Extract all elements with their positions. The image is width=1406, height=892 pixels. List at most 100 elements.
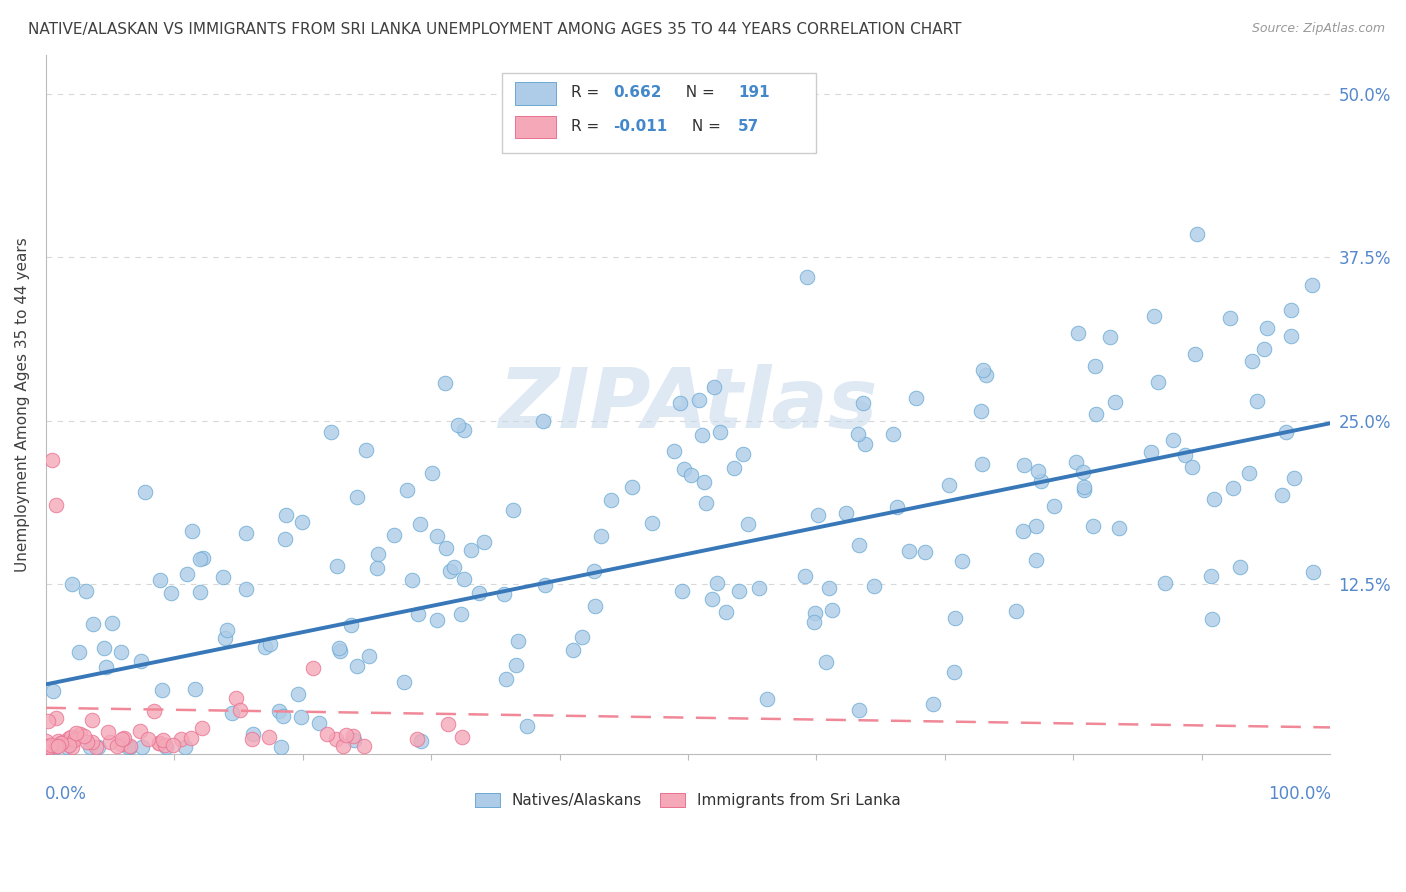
Point (852, 396, 875, 410)
Point (335, 728, 357, 742)
Point (225, 691, 247, 706)
Point (340, 618, 363, 632)
Point (434, 376, 457, 390)
Point (1073, 483, 1095, 497)
Point (914, 545, 936, 559)
Point (76, 734, 98, 748)
Point (84, 739, 107, 754)
Point (1282, 471, 1305, 485)
Point (1012, 458, 1035, 472)
Point (972, 362, 994, 376)
Text: Source: ZipAtlas.com: Source: ZipAtlas.com (1251, 22, 1385, 36)
Point (673, 462, 696, 476)
Point (302, 660, 325, 674)
Point (863, 578, 886, 592)
Point (796, 269, 818, 284)
Point (143, 704, 166, 718)
Point (1067, 326, 1090, 341)
Point (974, 368, 997, 382)
Point (1143, 310, 1166, 324)
Point (886, 500, 908, 514)
Point (342, 733, 364, 747)
Point (395, 483, 418, 497)
Point (131, 739, 153, 754)
Point (60, 730, 83, 744)
Point (583, 564, 606, 578)
Point (359, 648, 381, 663)
Point (67, 645, 90, 659)
Point (82, 617, 104, 632)
Point (495, 672, 517, 686)
Point (73, 729, 96, 743)
Point (815, 655, 838, 669)
FancyBboxPatch shape (515, 116, 555, 138)
Point (63, 731, 86, 745)
Point (1184, 347, 1206, 361)
Point (148, 736, 170, 750)
Point (326, 559, 349, 574)
Point (1073, 480, 1095, 494)
Point (846, 427, 869, 442)
Point (571, 630, 593, 644)
Point (723, 461, 745, 475)
Point (1241, 354, 1264, 368)
Point (44, 739, 66, 754)
Point (48, 733, 70, 747)
Point (211, 570, 233, 584)
Point (269, 705, 291, 719)
Point (451, 730, 474, 744)
Point (1302, 565, 1324, 579)
Point (37, 714, 59, 728)
Point (583, 599, 606, 614)
Point (270, 739, 292, 754)
Point (308, 715, 330, 730)
Point (695, 496, 717, 510)
Point (162, 739, 184, 753)
Point (56, 739, 79, 754)
Point (803, 615, 825, 630)
Point (45, 739, 67, 753)
Point (1104, 395, 1126, 409)
Point (60, 739, 83, 754)
Point (148, 736, 170, 750)
Point (191, 721, 214, 735)
Point (1174, 448, 1197, 462)
Point (943, 611, 966, 625)
Point (42, 683, 65, 698)
Point (807, 508, 830, 522)
Point (882, 426, 904, 441)
Point (1005, 604, 1028, 618)
Point (755, 691, 778, 706)
Point (291, 516, 314, 530)
Point (434, 541, 457, 555)
Point (817, 582, 839, 596)
Text: -0.011: -0.011 (613, 119, 668, 134)
Point (468, 586, 491, 600)
Point (136, 732, 159, 747)
Point (273, 709, 295, 723)
Point (353, 739, 375, 753)
Point (460, 543, 482, 558)
Point (1201, 569, 1223, 583)
Point (180, 731, 202, 745)
Point (328, 640, 350, 655)
Point (1108, 521, 1130, 535)
Point (1071, 465, 1094, 479)
Point (82, 713, 104, 727)
Point (112, 731, 135, 745)
Point (1246, 393, 1268, 408)
Point (160, 586, 183, 600)
Point (290, 710, 312, 724)
Point (63, 733, 86, 747)
Point (342, 729, 364, 743)
Point (437, 717, 460, 731)
Point (45, 711, 67, 725)
Point (93, 640, 115, 655)
Point (48, 739, 70, 754)
Point (681, 467, 703, 482)
Point (970, 458, 993, 472)
Point (235, 526, 257, 541)
Point (803, 607, 825, 621)
Point (737, 516, 759, 531)
Point (411, 733, 433, 747)
